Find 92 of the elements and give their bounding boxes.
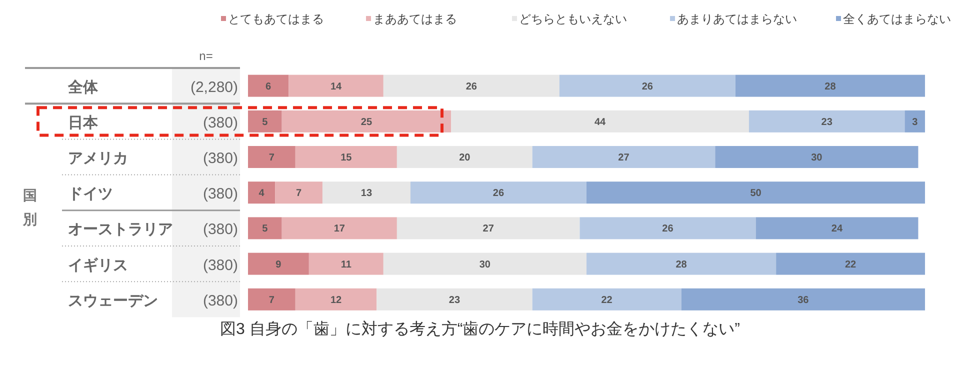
data-label: 4 [258,188,265,200]
y2-tick-label: (380) [202,221,238,238]
data-label: 9 [276,259,282,270]
y2-tick-label: (380) [202,150,238,167]
data-label: 3 [912,116,918,128]
data-label: 24 [831,224,843,235]
bar [248,182,276,204]
bar [248,110,282,132]
data-label: 28 [676,259,688,270]
y-tick-label: 全体 [67,78,99,96]
y2-tick-label: (380) [202,114,238,132]
data-label: 6 [266,81,272,92]
bar [295,146,397,168]
bar [748,110,905,132]
y-tick-label: オーストラリア [68,221,173,238]
bar [410,182,586,204]
bar [559,74,736,97]
y-tick-label: 日本 [68,114,99,132]
y2-tick-label: (380) [202,256,238,274]
bar [248,74,289,97]
data-label: 14 [330,81,342,92]
data-label: 22 [601,294,613,306]
bar [681,288,925,310]
bar [322,182,410,204]
bar [383,74,560,97]
bar [715,146,918,168]
legend-label: まああてはまる [373,12,457,26]
data-label: 7 [268,294,275,306]
y-tick-label: アメリカ [68,150,128,167]
legend-label: あまりあてはまらない [677,12,797,26]
data-label: 7 [296,188,302,200]
data-label: 5 [262,224,268,235]
bar [275,182,322,204]
bar [295,288,377,310]
data-label: 5 [262,116,268,128]
data-label: 27 [618,152,630,164]
bar [248,217,282,240]
data-label: 23 [821,116,833,128]
bar [248,146,296,168]
data-label: 26 [662,224,674,235]
y2-tick-label: (380) [202,186,238,203]
y2-tick-label: (2,280) [190,78,238,96]
data-label: 11 [340,259,352,270]
bar [904,110,925,132]
data-label: 44 [594,116,606,128]
data-label: 23 [448,294,460,306]
data-label: 13 [360,188,372,200]
bar [248,288,296,310]
text: 図3 自身の「歯」に対する考え方“歯のケアに時間やお金をかけたくない” [220,320,740,338]
bar [451,110,749,132]
y-tick-label: スウェーデン [68,292,158,310]
data-label: 22 [844,259,857,270]
data-label: 30 [811,152,823,164]
y-tick-label: イギリス [68,256,128,274]
data-label: 12 [330,294,342,306]
data-label: 20 [459,152,471,164]
bar [308,252,384,275]
text: 国別 [22,187,37,227]
data-label: 26 [642,81,654,92]
data-label: 26 [492,188,504,200]
bar [586,182,925,204]
y2-tick-label: (380) [202,292,238,310]
bar [282,110,452,132]
bar [532,288,682,310]
bar [756,217,918,240]
data-label: 28 [824,81,836,92]
bar [282,217,397,240]
bar [396,217,580,240]
bar [288,74,384,97]
legend-label: とてもあてはまる [228,12,324,26]
bar [735,74,925,97]
data-label: 36 [798,294,810,306]
bar [383,252,586,275]
bar [776,252,925,275]
data-label: 7 [268,152,275,164]
y-tick-label: ドイツ [68,186,113,203]
data-label: 26 [466,81,478,92]
data-label: 17 [334,224,346,235]
bar [248,252,309,275]
bar [580,217,756,240]
data-label: 25 [360,116,372,128]
data-label: 27 [482,224,494,235]
bar [376,288,532,310]
legend-label: どちらともいえない [519,12,627,26]
bar [532,146,716,168]
data-label: 50 [750,188,762,200]
bar [396,146,532,168]
data-label: 15 [340,152,352,164]
bar [586,252,776,275]
data-label: 30 [479,259,491,270]
text: n= [199,49,213,63]
legend-label: 全くあてはまらない [843,12,951,26]
